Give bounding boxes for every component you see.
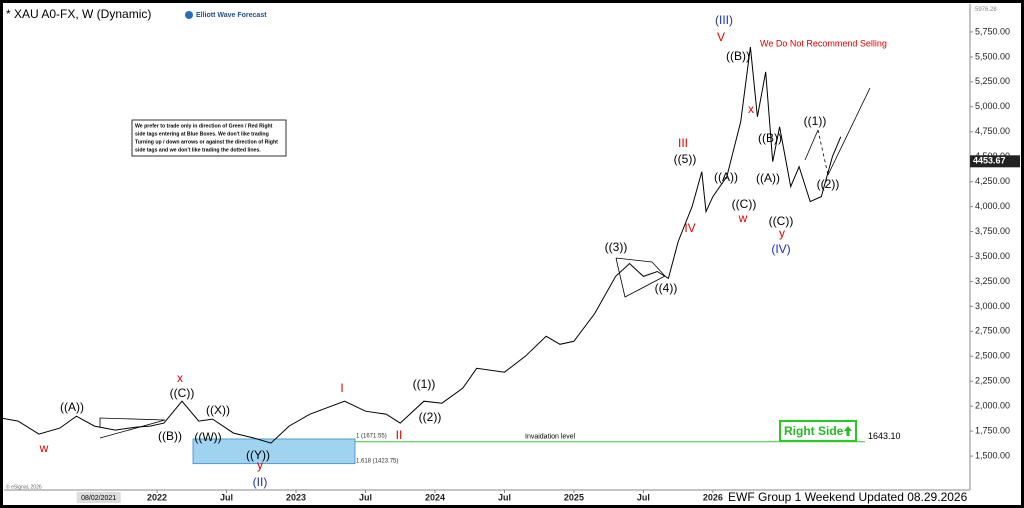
last-price: 4453.67 (973, 156, 1006, 166)
wave-label: ((C)) (769, 214, 794, 228)
copyright: © eSignal, 2026 (6, 483, 42, 490)
chart-title: * XAU A0-FX, W (Dynamic) (6, 7, 151, 21)
blue-box (192, 438, 356, 465)
wave-label: ((1)) (804, 114, 827, 128)
wave-label: ((W)) (194, 430, 221, 444)
x-tick-label: Jul (359, 492, 372, 502)
x-tick-label: Jul (498, 492, 511, 502)
x-tick-label: Jul (637, 492, 650, 502)
wave-label: ((5)) (674, 152, 697, 166)
y-tick-label: 3,250.00 (975, 276, 1010, 286)
wave-label: ((1)) (413, 377, 436, 391)
note-line: We prefer to trade only in direction of … (135, 123, 273, 129)
wave-label: x (748, 102, 754, 116)
y-tick-label: 2,750.00 (975, 326, 1010, 336)
y-tick-label: 2,500.00 (975, 351, 1010, 361)
wave-label: x (177, 371, 183, 385)
wave-label: ((2)) (419, 410, 442, 424)
y-tick-label: 3,000.00 (975, 301, 1010, 311)
right-side-box (779, 420, 857, 442)
note-line: side tags and we don't like trading the … (135, 147, 261, 153)
wave-label: ((B)) (158, 429, 182, 443)
cursor-date-box (76, 492, 121, 503)
wave-label: ((C)) (732, 197, 757, 211)
wave-label: V (717, 30, 725, 44)
y-tick-label: 1,750.00 (975, 425, 1010, 435)
y-tick-label: 2,000.00 (975, 401, 1010, 411)
y-tick-label: 4,750.00 (975, 126, 1010, 136)
brand: Elliott Wave Forecast (196, 12, 267, 19)
wave-label: ((X)) (206, 403, 230, 417)
right-side: Right Side (784, 424, 844, 438)
y-tick-label: 4,000.00 (975, 201, 1010, 211)
wave-label: y (779, 226, 785, 240)
wave-label: w (39, 441, 49, 455)
projection (804, 129, 819, 161)
y-tick-label: 4,250.00 (975, 176, 1010, 186)
x-tick-label: 2022 (147, 492, 167, 502)
projection (817, 129, 829, 176)
invalidation-label: 1643.10 (868, 431, 901, 441)
projection (827, 87, 871, 176)
footer: EWF Group 1 Weekend Updated 08.29.2026 (728, 490, 968, 504)
wave-label: (III) (715, 13, 733, 27)
up-arrow (844, 426, 852, 436)
x-tick-label: 2023 (286, 492, 306, 502)
y-tick-label: 3,500.00 (975, 251, 1010, 261)
wave-label: II (396, 428, 403, 442)
y-tick-label: 5,250.00 (975, 76, 1010, 86)
x-tick-label: 2024 (425, 492, 445, 502)
y-tick-label: 1,500.00 (975, 450, 1010, 460)
wave-label: ((3)) (605, 240, 628, 254)
fib-label: 1.618 (1423.75) (356, 458, 398, 464)
warning: We Do Not Recommend Selling (760, 38, 887, 48)
wave-label: ((2)) (817, 177, 840, 191)
y-tick-label: 5,000.00 (975, 101, 1010, 111)
triangle (99, 417, 166, 439)
wave-label: I (340, 381, 343, 395)
x-tick-label: 2025 (564, 492, 584, 502)
fib-label: 1 (1671.55) (356, 434, 387, 440)
y-tick-label: 5,500.00 (975, 51, 1010, 61)
y-tick-label: 2,250.00 (975, 376, 1010, 386)
wave-label: IV (684, 221, 695, 235)
wave-label: ((A)) (60, 400, 84, 414)
invalidation-text: Invaidation level (525, 434, 576, 441)
wave-label: ((Y)) (246, 448, 270, 462)
wave-label: ((A)) (714, 170, 738, 184)
note-line: side tags entering at Blue Boxes. We don… (135, 131, 269, 137)
x-tick-label: 2026 (703, 492, 723, 502)
wave-label: (IV) (771, 242, 790, 256)
wave-label: ((C)) (170, 386, 195, 400)
wave-label: w (738, 211, 748, 225)
x-tick-label: Jul (220, 492, 233, 502)
wave-label: ((B)) (726, 49, 750, 63)
brand-logo (185, 11, 193, 19)
wave-label: y (257, 458, 263, 472)
y-tick-label: 5,750.00 (975, 26, 1010, 36)
wave-label: III (678, 136, 688, 150)
note-line: Turning up / down arrows or against the … (135, 139, 278, 145)
wave-label: ((A)) (756, 171, 780, 185)
wave-label: (II) (253, 475, 268, 489)
wave-label: ((B)) (758, 131, 782, 145)
cursor-date: 08/02/2021 (81, 495, 116, 502)
price-line (1, 46, 842, 444)
top-price: 5976.28 (975, 7, 997, 13)
wave-label: ((4)) (655, 281, 678, 295)
y-tick-label: 3,750.00 (975, 226, 1010, 236)
note-box (131, 119, 287, 157)
last-price-box (970, 155, 1020, 168)
